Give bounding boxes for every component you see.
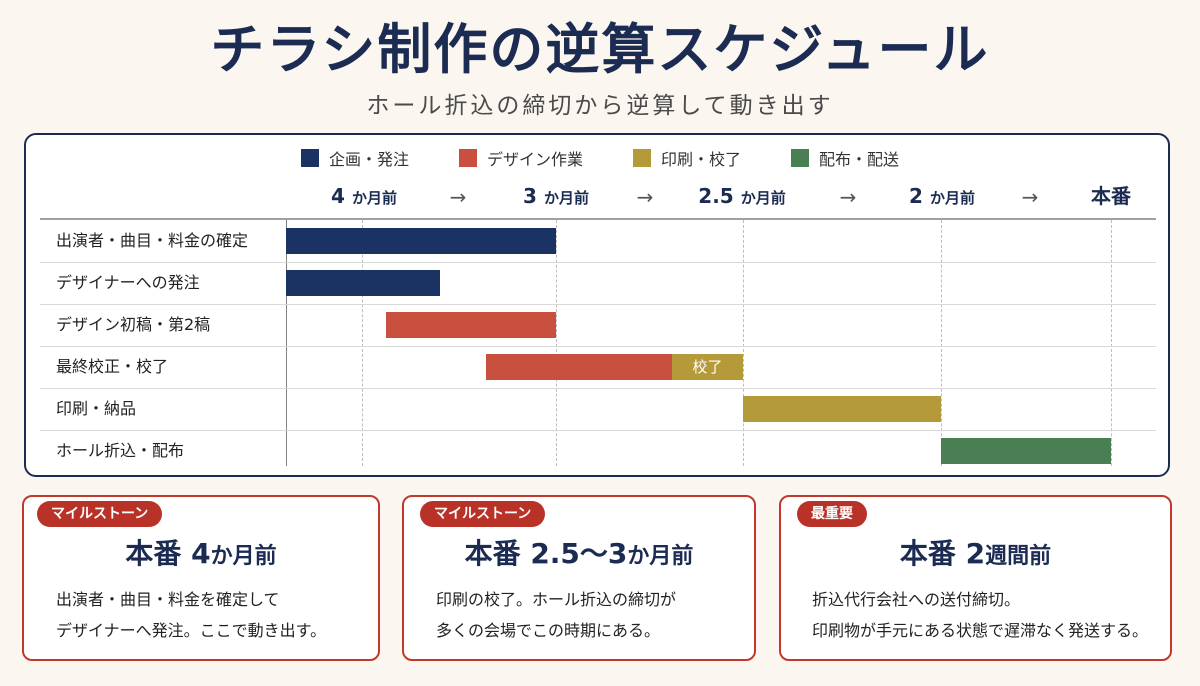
- timeline-header-show-day: 本番: [1091, 182, 1131, 210]
- timeline-axis: [40, 218, 1156, 220]
- description-line: 出演者・曲目・料金を確定して: [56, 590, 280, 609]
- heading-unit: 週間前: [985, 544, 1052, 569]
- timeline-header-4-months: 4 か月前: [331, 182, 397, 212]
- header-unit: か月前: [351, 189, 397, 207]
- header-num: 2: [909, 184, 923, 208]
- description-line: 折込代行会社への送付締切。: [812, 590, 1021, 609]
- legend-label: 配布・配送: [819, 150, 900, 169]
- description-line: 多くの会場でこの時期にある。: [436, 621, 661, 640]
- header-num: 4: [331, 184, 345, 208]
- legend-item-design: デザイン作業: [458, 146, 583, 170]
- timeline-header-2-months: 2 か月前: [909, 182, 975, 212]
- milestone-heading: 本番 2.5〜3か月前: [402, 534, 756, 577]
- label-divider: [286, 220, 287, 466]
- milestone-badge: マイルストーン: [37, 501, 163, 527]
- priority-badge: 最重要: [797, 501, 867, 527]
- legend-label: 印刷・校了: [661, 150, 742, 169]
- heading-prefix: 本番: [125, 537, 192, 570]
- header-num: 本番: [1091, 184, 1131, 208]
- legend: 企画・発注 デザイン作業 印刷・校了 配布・配送: [0, 146, 1200, 170]
- arrow-icon: →: [1021, 185, 1039, 209]
- milestone-description: 折込代行会社への送付締切。 印刷物が手元にある状態で遅滞なく発送する。: [812, 584, 1148, 646]
- row-divider: [40, 388, 1156, 389]
- legend-swatch-gold: [633, 149, 651, 167]
- header-unit: か月前: [543, 189, 589, 207]
- description-line: 印刷物が手元にある状態で遅滞なく発送する。: [812, 621, 1149, 640]
- milestone-card-2-5-3-months: [402, 495, 756, 661]
- milestone-description: 印刷の校了。ホール折込の締切が 多くの会場でこの時期にある。: [436, 584, 676, 646]
- gantt-bar-row4: [743, 396, 941, 422]
- legend-item-printing: 印刷・校了: [633, 146, 741, 170]
- gantt-bar-row3-seg0: [486, 354, 672, 380]
- gridline: [941, 220, 942, 466]
- task-label: 出演者・曲目・料金の確定: [56, 231, 249, 250]
- heading-prefix: 本番: [899, 537, 966, 570]
- legend-item-planning: 企画・発注: [300, 146, 409, 170]
- gantt-bar-row3-seg1: 校了: [672, 354, 743, 380]
- milestone-heading: 本番 2週間前: [779, 534, 1172, 577]
- arrow-icon: →: [839, 185, 857, 209]
- legend-swatch-red: [458, 149, 477, 167]
- gantt-bar-row2: [386, 312, 556, 338]
- heading-prefix: 本番: [464, 537, 531, 570]
- row-divider: [40, 346, 1156, 347]
- header-num: 3: [523, 184, 537, 208]
- gantt-bar-row1: [286, 270, 440, 296]
- milestone-heading: 本番 4か月前: [22, 534, 380, 577]
- task-label: 印刷・納品: [56, 399, 137, 418]
- timeline-header-3-months: 3 か月前: [523, 182, 589, 212]
- heading-unit: か月前: [627, 544, 694, 569]
- row-divider: [40, 304, 1156, 305]
- task-label: デザイナーへの発注: [56, 273, 200, 292]
- gridline: [1111, 220, 1112, 466]
- gridline: [362, 220, 363, 466]
- description-line: 印刷の校了。ホール折込の締切が: [436, 590, 677, 609]
- gantt-bar-row5: [941, 438, 1111, 464]
- page-title: チラシ制作の逆算スケジュール: [210, 17, 990, 81]
- task-label: デザイン初稿・第2稿: [56, 315, 211, 334]
- heading-num: 4: [191, 537, 211, 570]
- gridline: [743, 220, 744, 466]
- gridline: [556, 220, 557, 466]
- header-unit: か月前: [929, 189, 975, 207]
- task-label: 最終校正・校了: [56, 357, 169, 376]
- arrow-icon: →: [449, 185, 467, 209]
- legend-swatch-navy: [300, 149, 319, 167]
- description-line: デザイナーへ発注。ここで動き出す。: [56, 621, 327, 640]
- header-unit: か月前: [740, 189, 786, 207]
- legend-swatch-green: [791, 149, 810, 167]
- milestone-description: 出演者・曲目・料金を確定して デザイナーへ発注。ここで動き出す。: [56, 584, 326, 646]
- heading-unit: か月前: [210, 544, 277, 569]
- legend-label: 企画・発注: [328, 150, 409, 169]
- gantt-panel: [24, 133, 1170, 477]
- task-label: ホール折込・配布: [56, 441, 185, 460]
- row-divider: [40, 430, 1156, 431]
- header-num: 2.5: [698, 184, 734, 208]
- timeline-header-2-5-months: 2.5 か月前: [698, 182, 785, 212]
- legend-item-distribution: 配布・配送: [791, 146, 899, 170]
- legend-label: デザイン作業: [486, 150, 583, 169]
- page-subtitle: ホール折込の締切から逆算して動き出す: [366, 93, 834, 119]
- heading-num: 2: [965, 537, 986, 570]
- milestone-badge: マイルストーン: [420, 501, 546, 527]
- heading-num: 2.5〜3: [530, 537, 628, 570]
- row-divider: [40, 262, 1156, 263]
- arrow-icon: →: [636, 185, 654, 209]
- gantt-bar-row0: [286, 228, 556, 254]
